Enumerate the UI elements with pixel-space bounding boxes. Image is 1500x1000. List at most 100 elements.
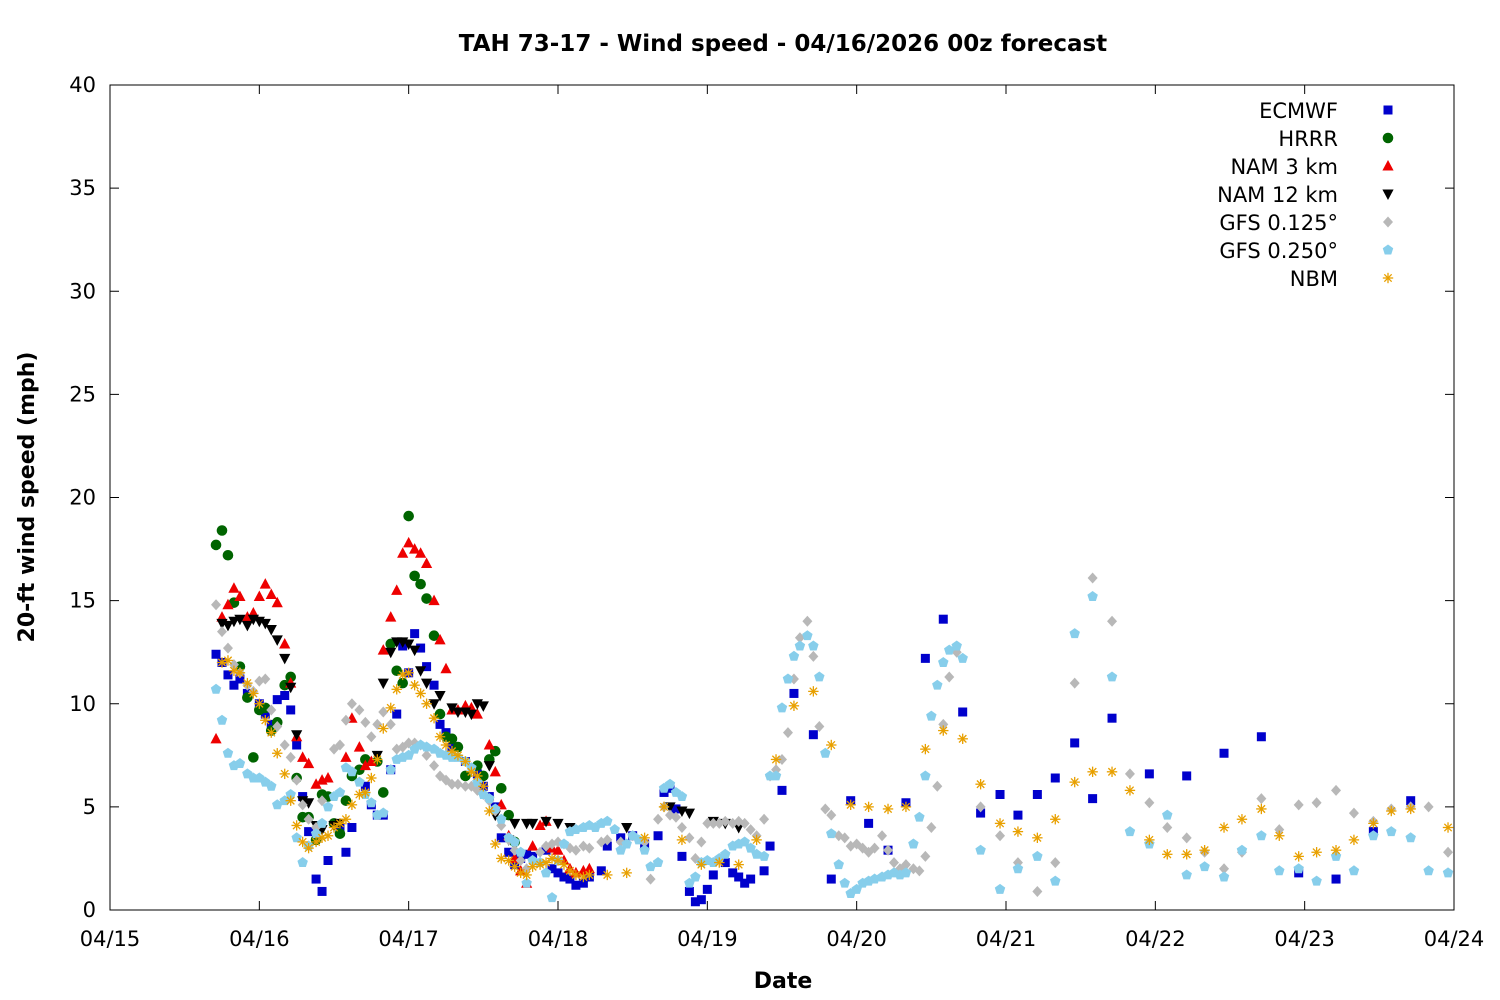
data-point-nbm [490,838,501,850]
data-point-gfs-0-250 [1405,832,1416,843]
data-point-nbm [1032,832,1043,844]
data-point-nam-12-km [265,625,277,636]
legend-marker [1383,216,1393,228]
data-point-nam-3-km [310,778,322,789]
data-point-nbm [415,688,426,699]
data-point-ecmwf [728,868,738,878]
data-point-ecmwf [229,680,239,690]
data-point-gfs-0-125 [708,817,719,829]
legend-marker [1382,160,1394,171]
data-point-nam-12-km [434,691,446,702]
data-point-nbm [1405,803,1416,815]
data-point-ecmwf [1219,748,1229,758]
data-point-ecmwf [789,688,799,698]
data-point-gfs-0-250 [558,838,570,849]
data-point-gfs-0-250 [322,801,334,812]
data-point-nbm [527,861,538,872]
data-point-hrrr [377,787,389,798]
y-tick-label: 0 [83,898,96,922]
data-point-nbm [1442,822,1454,833]
data-point-nbm [428,712,440,724]
data-point-nbm [346,799,358,811]
data-point-gfs-0-125 [820,803,831,815]
x-tick-label: 04/17 [378,927,439,951]
data-point-gfs-0-250 [826,828,837,839]
data-point-ecmwf [323,856,333,865]
x-tick-label: 04/22 [1125,927,1186,951]
data-point-ecmwf [684,886,694,896]
data-point-gfs-0-125 [653,813,664,825]
data-point-ecmwf [864,818,874,828]
series-gfs-0-125 [211,572,1454,897]
legend-label: GFS 0.250° [1219,239,1338,263]
data-point-hrrr [242,692,253,703]
data-point-nbm [1386,805,1397,817]
y-tick-label: 5 [83,795,96,819]
data-point-nbm [260,715,271,726]
y-tick-label: 15 [69,589,96,613]
data-point-gfs-0-250 [639,844,650,855]
data-point-ecmwf [808,730,818,740]
data-point-gfs-0-250 [770,770,782,781]
data-point-gfs-0-250 [652,857,664,868]
data-point-gfs-0-125 [1293,799,1304,811]
data-point-hrrr [434,708,446,720]
data-point-nam-12-km [409,645,421,657]
x-tick-label: 04/23 [1274,927,1335,951]
legend-marker [1382,244,1394,255]
data-point-nbm [882,803,894,815]
data-point-nbm [751,834,762,846]
data-point-nam-12-km [291,730,303,741]
data-point-nam-3-km [259,578,271,589]
data-point-gfs-0-125 [360,716,371,728]
data-point-nbm [452,750,464,761]
data-point-nam-3-km [271,596,283,608]
data-point-gfs-0-125 [782,727,793,739]
data-point-ecmwf [826,874,836,884]
y-tick-label: 35 [69,176,96,200]
data-point-nbm [234,667,246,679]
data-point-nam-12-km [241,620,253,632]
data-point-gfs-0-250 [527,855,538,865]
data-point-ecmwf [266,719,276,729]
data-point-gfs-0-125 [1348,807,1359,819]
data-point-gfs-0-125 [1423,801,1434,813]
data-point-nam-12-km [285,682,297,694]
data-point-nbm [826,739,837,751]
y-tick-label: 20 [69,486,96,510]
data-point-gfs-0-250 [291,832,302,843]
data-point-gfs-0-250 [1256,830,1267,841]
data-point-nam-3-km [409,543,421,554]
data-point-nam-3-km [552,844,564,855]
x-tick-label: 04/20 [826,927,887,951]
data-point-nam-12-km [222,620,234,632]
x-tick-label: 04/18 [528,927,589,951]
data-point-gfs-0-250 [1069,628,1080,639]
data-point-nam-3-km [440,662,452,674]
data-point-ecmwf [677,851,687,861]
data-point-gfs-0-125 [759,813,770,825]
data-point-gfs-0-125 [900,859,911,871]
data-point-ecmwf [304,827,314,837]
data-point-gfs-0-125 [926,822,937,833]
data-point-nam-3-km [353,741,365,752]
data-point-hrrr [415,578,426,590]
data-point-ecmwf [734,872,744,882]
data-point-nam-3-km [385,611,397,622]
data-point-gfs-0-250 [1274,865,1285,876]
data-point-ecmwf [1182,771,1192,781]
data-point-nbm [472,770,483,782]
data-point-ecmwf [578,878,588,888]
data-point-ecmwf [504,847,514,857]
data-point-nbm [385,702,396,714]
data-point-gfs-0-250 [216,714,228,725]
data-point-gfs-0-250 [994,883,1006,894]
data-point-nbm [360,787,371,798]
data-point-gfs-0-250 [496,813,507,824]
data-point-ecmwf [392,709,402,719]
data-point-gfs-0-250 [310,828,322,839]
data-point-nam-12-km [385,647,397,659]
data-point-ecmwf [553,868,563,878]
data-point-gfs-0-125 [938,718,949,730]
data-point-nbm [584,869,595,881]
